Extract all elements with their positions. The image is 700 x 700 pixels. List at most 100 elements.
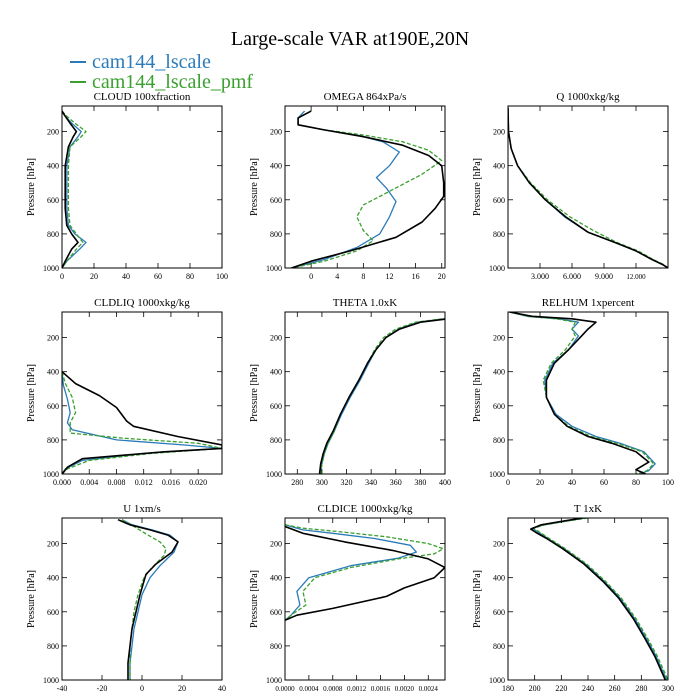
y-tick-label: 800 xyxy=(270,230,282,239)
y-tick-label: 400 xyxy=(47,368,59,377)
x-tick-label: 100 xyxy=(216,272,228,281)
x-tick-label: 3.000 xyxy=(531,272,549,281)
x-tick-label: -40 xyxy=(57,684,68,693)
panel-7: U 1xm/s Pressure [hPa] -40 -20 0 20 40 200 400 60… xyxy=(26,503,226,693)
x-tick-label: 180 xyxy=(502,684,514,693)
x-tick-label: 6.000 xyxy=(563,272,581,281)
series-line-2 xyxy=(532,518,668,680)
x-tick-label: 0.0004 xyxy=(299,685,319,693)
y-tick-label: 200 xyxy=(270,540,282,549)
y-tick-label: 800 xyxy=(493,436,505,445)
y-tick-label: 800 xyxy=(270,642,282,651)
series-line-3 xyxy=(529,518,667,680)
x-tick-label: 340 xyxy=(365,478,377,487)
y-tick-label: 800 xyxy=(47,436,59,445)
x-tick-label: 20 xyxy=(438,272,446,281)
y-tick-label: 600 xyxy=(270,608,282,617)
x-tick-label: 60 xyxy=(600,478,608,487)
series-line-2 xyxy=(508,107,668,268)
panel-title: T 1xK xyxy=(574,503,602,515)
plot-frame xyxy=(284,517,446,681)
y-tick-label: 400 xyxy=(493,574,505,583)
x-tick-label: 0.0008 xyxy=(323,685,343,693)
y-tick-label: 400 xyxy=(47,162,59,171)
panel-8: CLDICE 1000xkg/kg Pressure [hPa] 0.0000 0.0… xyxy=(249,503,446,693)
y-tick-label: 800 xyxy=(493,230,505,239)
plot-frame xyxy=(507,105,669,269)
y-tick-label: 600 xyxy=(270,196,282,205)
series-line-1 xyxy=(291,110,400,268)
x-tick-label: 200 xyxy=(529,684,541,693)
series-line-2 xyxy=(285,524,444,621)
y-axis-label: Pressure [hPa] xyxy=(26,364,37,422)
plot-frame xyxy=(507,517,669,681)
y-tick-label: 200 xyxy=(47,128,59,137)
x-tick-label: 40 xyxy=(218,684,226,693)
series-line-3 xyxy=(285,525,445,622)
y-axis-label: Pressure [hPa] xyxy=(249,570,260,628)
x-tick-label: 0 xyxy=(140,684,144,693)
y-tick-label: 200 xyxy=(47,334,59,343)
x-tick-label: 0.000 xyxy=(53,478,71,487)
plot-frame xyxy=(284,105,446,269)
x-tick-label: 0 xyxy=(60,272,64,281)
series-line-2 xyxy=(62,110,87,268)
x-tick-label: 20 xyxy=(536,478,544,487)
x-tick-label: 320 xyxy=(341,478,353,487)
y-tick-label: 200 xyxy=(493,334,505,343)
panel-title: CLDICE 1000xkg/kg xyxy=(317,503,413,515)
x-tick-label: 260 xyxy=(609,684,621,693)
x-tick-label: 16 xyxy=(412,272,420,281)
y-tick-label: 1000 xyxy=(489,264,505,273)
figure-title: Large-scale VAR at190E,20N xyxy=(230,28,470,50)
y-tick-label: 200 xyxy=(493,128,505,137)
y-tick-label: 800 xyxy=(47,642,59,651)
x-tick-label: 360 xyxy=(390,478,402,487)
x-tick-label: 12 xyxy=(385,272,393,281)
series-line-3 xyxy=(117,518,179,680)
x-tick-label: 220 xyxy=(555,684,567,693)
x-tick-label: 240 xyxy=(582,684,594,693)
y-tick-label: 600 xyxy=(493,196,505,205)
series-line-1 xyxy=(509,312,656,474)
x-tick-label: 9.000 xyxy=(595,272,613,281)
x-tick-label: 8 xyxy=(361,272,365,281)
x-tick-label: 0 xyxy=(506,478,510,487)
y-tick-label: 600 xyxy=(493,402,505,411)
y-tick-label: 1000 xyxy=(43,676,59,685)
series-line-1 xyxy=(508,107,668,268)
x-tick-label: 380 xyxy=(414,478,426,487)
panel-1: CLOUD 100xfraction Pressure [hPa] 0 20 40 60 8… xyxy=(26,91,228,281)
y-axis-label: Pressure [hPa] xyxy=(472,364,483,422)
y-tick-label: 400 xyxy=(47,574,59,583)
x-tick-label: 0.0024 xyxy=(419,685,439,693)
y-tick-label: 800 xyxy=(270,436,282,445)
panel-title: OMEGA 864xPa/s xyxy=(324,91,407,103)
y-tick-label: 600 xyxy=(47,402,59,411)
legend-swatch-2 xyxy=(70,81,86,83)
y-axis-label: Pressure [hPa] xyxy=(26,570,37,628)
y-tick-label: 1000 xyxy=(43,470,59,479)
series-line-3 xyxy=(508,107,668,268)
x-tick-label: -20 xyxy=(97,684,108,693)
x-tick-label: 80 xyxy=(186,272,194,281)
y-axis-label: Pressure [hPa] xyxy=(26,158,37,216)
plot-frame xyxy=(61,105,223,269)
x-tick-label: 0.012 xyxy=(135,478,153,487)
y-tick-label: 200 xyxy=(493,540,505,549)
y-axis-label: Pressure [hPa] xyxy=(249,364,260,422)
panel-4: CLDLIQ 1000xkg/kg Pressure [hPa] 0.000 0.00… xyxy=(26,297,223,487)
plot-frame xyxy=(507,311,669,475)
panel-title: THETA 1.0xK xyxy=(333,297,398,309)
series-line-2 xyxy=(291,110,443,268)
y-axis-label: Pressure [hPa] xyxy=(472,570,483,628)
panel-3: Q 1000xkg/kg Pressure [hPa] 3.000 6.000 9.00… xyxy=(472,91,669,281)
legend-entry-2: cam144_lscale_pmf xyxy=(70,72,253,92)
x-tick-label: 80 xyxy=(632,478,640,487)
series-line-3 xyxy=(62,110,79,268)
legend-label-2: cam144_lscale_pmf xyxy=(92,71,254,93)
y-tick-label: 200 xyxy=(270,334,282,343)
x-tick-label: 300 xyxy=(316,478,328,487)
x-tick-label: 20 xyxy=(90,272,98,281)
x-tick-label: 0.0000 xyxy=(275,685,295,693)
